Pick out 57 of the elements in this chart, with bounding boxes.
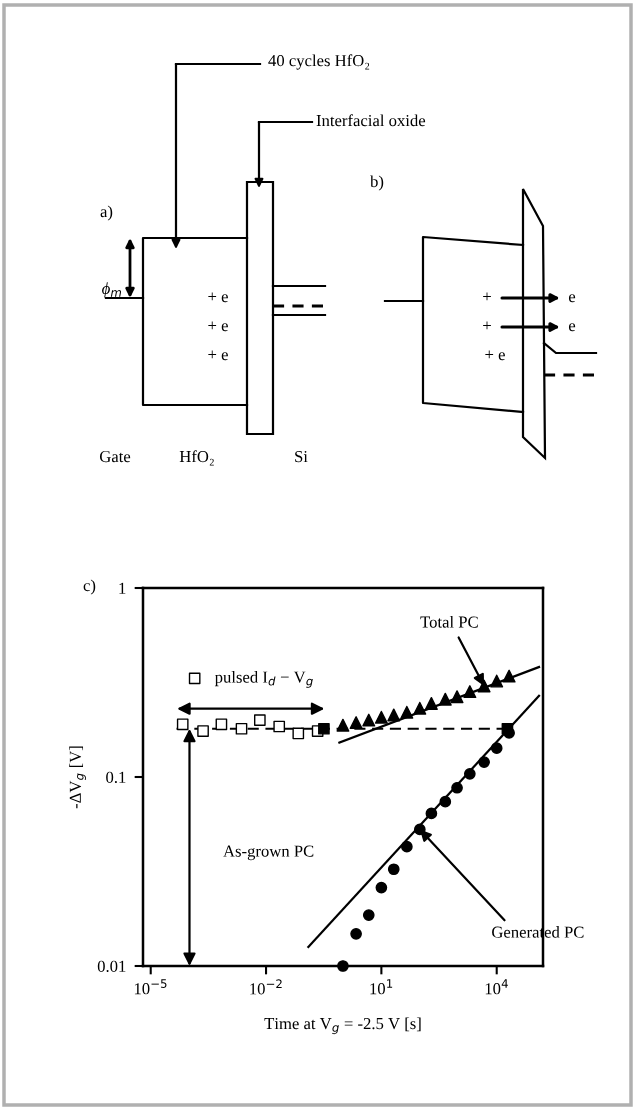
point (362, 713, 376, 727)
x-axis-title: Time at V$_{g}$ = -2.5 V [s] (264, 1017, 421, 1035)
text: + e (208, 350, 228, 361)
point (337, 960, 349, 972)
point (413, 823, 426, 836)
annotation: Total PC (420, 615, 478, 628)
point (463, 767, 476, 780)
text: + e (485, 350, 505, 361)
point (503, 727, 515, 739)
point (349, 716, 363, 730)
text: + e (208, 292, 228, 303)
point (478, 756, 490, 768)
x-tick-label: 10$^{4}$ (485, 979, 508, 995)
point (502, 669, 516, 683)
point (490, 742, 503, 755)
point (362, 909, 375, 921)
text: a) (100, 205, 113, 221)
point (490, 674, 504, 688)
point (401, 840, 413, 853)
y-tick-label: 0.01 (97, 960, 126, 973)
text: + e (208, 321, 228, 332)
point (374, 710, 388, 724)
text: Interfacial oxide (316, 114, 426, 127)
point (350, 927, 362, 940)
point (438, 692, 452, 706)
text: b) (370, 175, 384, 191)
point (425, 807, 438, 820)
point (375, 881, 388, 894)
x-tick-label: 10$^{−5}$ (134, 979, 167, 995)
text: + (483, 292, 491, 301)
text: Gate (99, 450, 131, 463)
y-axis-title: -ΔV$_{g}$ [V] (69, 746, 86, 809)
point (477, 679, 491, 693)
y-tick-label: 1 (119, 582, 126, 594)
point (400, 705, 414, 719)
text: e (568, 294, 576, 303)
point (424, 696, 438, 710)
point (387, 863, 400, 876)
text: HfO₂ (179, 450, 214, 466)
text: + (483, 321, 491, 330)
point (387, 708, 401, 722)
text: Si (295, 450, 308, 463)
point (451, 781, 463, 794)
x-tick-label: 10$^{−2}$ (250, 979, 282, 995)
point (463, 685, 477, 699)
chart-title: c) (83, 579, 96, 595)
point (413, 701, 427, 715)
text: e (568, 323, 576, 332)
y-tick-label: 0.1 (106, 771, 126, 784)
point (439, 795, 452, 808)
point (450, 690, 464, 704)
text: 40 cycles HfO₂ (268, 54, 370, 70)
x-tick-label: 10$^{1}$ (370, 979, 393, 995)
annotation: As-grown PC (223, 845, 314, 861)
legend-label: pulsed I$_{d}$ − V$_{g}$ (214, 671, 313, 688)
text: ϕ$_{m}$ (102, 282, 122, 298)
point (336, 718, 350, 732)
